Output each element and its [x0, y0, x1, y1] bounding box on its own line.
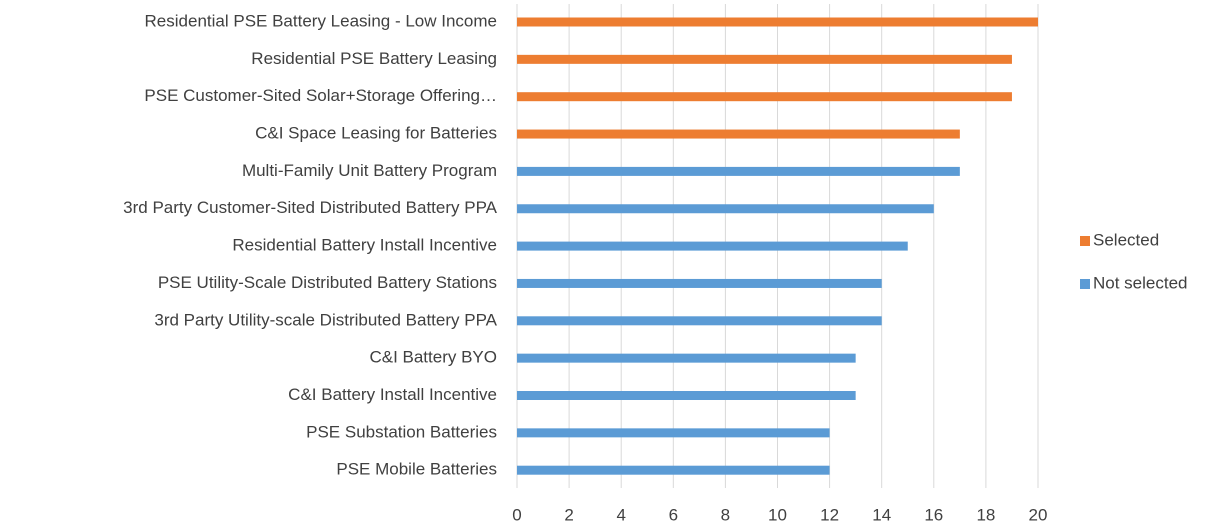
y-tick-label: Multi-Family Unit Battery Program: [242, 161, 497, 180]
x-tick-label: 10: [768, 505, 787, 524]
x-tick-label: 14: [872, 505, 891, 524]
legend-label: Selected: [1093, 230, 1159, 249]
y-tick-label: PSE Customer-Sited Solar+Storage Offerin…: [144, 86, 497, 105]
y-tick-label: Residential PSE Battery Leasing: [251, 49, 497, 68]
x-tick-label: 4: [616, 505, 625, 524]
bar: [517, 54, 1012, 64]
bar: [517, 428, 830, 438]
bar: [517, 129, 960, 139]
x-tick-label: 16: [924, 505, 943, 524]
bar: [517, 465, 830, 475]
y-tick-label: C&I Battery BYO: [369, 348, 497, 367]
bar: [517, 391, 856, 400]
legend-swatch: [1080, 236, 1090, 246]
y-tick-label: 3rd Party Customer-Sited Distributed Bat…: [123, 198, 497, 217]
legend-label: Not selected: [1093, 273, 1188, 292]
bar: [517, 92, 1012, 102]
bar: [517, 278, 882, 288]
x-tick-label: 2: [564, 505, 573, 524]
y-tick-label: C&I Battery Install Incentive: [288, 385, 497, 404]
bar: [517, 166, 960, 176]
y-tick-label: PSE Substation Batteries: [306, 422, 497, 441]
y-tick-label: PSE Mobile Batteries: [336, 460, 497, 479]
x-tick-label: 6: [669, 505, 678, 524]
y-tick-label: Residential PSE Battery Leasing - Low In…: [145, 11, 497, 30]
y-tick-label: 3rd Party Utility-scale Distributed Batt…: [154, 310, 497, 329]
y-tick-label: C&I Space Leasing for Batteries: [255, 124, 497, 143]
y-tick-label: Residential Battery Install Incentive: [232, 236, 497, 255]
x-tick-label: 18: [976, 505, 995, 524]
x-tick-label: 12: [820, 505, 839, 524]
y-tick-label: PSE Utility-Scale Distributed Battery St…: [158, 273, 497, 292]
x-tick-label: 20: [1029, 505, 1048, 524]
bar: [517, 316, 882, 326]
bar: [517, 17, 1038, 27]
x-tick-label: 0: [512, 505, 521, 524]
bar: [517, 241, 908, 251]
bar: [517, 204, 934, 214]
bar: [517, 353, 856, 363]
x-tick-label: 8: [721, 505, 730, 524]
legend-swatch: [1080, 279, 1090, 289]
